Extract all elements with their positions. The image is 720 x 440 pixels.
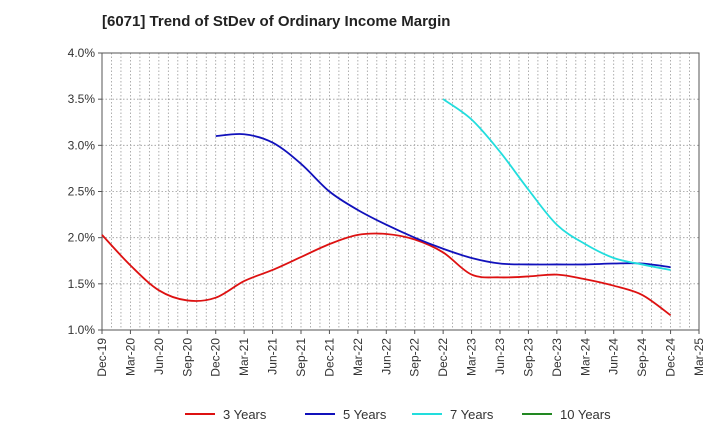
y-tick-label: 3.5% [68,92,96,106]
x-tick-label: Sep-24 [635,338,649,377]
x-tick-label: Mar-24 [578,338,592,376]
axes: 1.0% 1.5% 2.0% 2.5% 3.0% 3.5% 4.0% Dec-19 Mar-20… [68,46,706,377]
x-tick-label: Mar-20 [123,338,137,376]
x-tick-label: Sep-22 [408,338,422,377]
series-lines [101,98,672,316]
y-tick-label: 2.5% [68,185,96,199]
y-tick-label: 2.0% [68,231,96,245]
x-tick-label: Jun-21 [266,338,280,375]
y-tick-label: 1.5% [68,277,96,291]
x-tick-label: Sep-23 [521,338,535,377]
x-tick-label: Jun-24 [607,338,621,375]
x-tick-label: Jun-23 [493,338,507,375]
y-tick-label: 4.0% [68,46,96,60]
series-line-2 [442,98,671,271]
x-tick-label: Sep-21 [294,338,308,377]
chart-title: [6071] Trend of StDev of Ordinary Income… [102,13,451,30]
x-tick-label: Mar-22 [351,338,365,376]
x-tick-label: Dec-22 [436,338,450,377]
legend-label: 3 Years [223,407,267,422]
legend-label: 5 Years [343,407,387,422]
x-tick-label: Dec-20 [209,338,223,377]
x-tick-label: Dec-24 [664,338,678,377]
x-tick-label: Jun-20 [152,338,166,375]
y-tick-label: 1.0% [68,323,96,337]
grid [101,52,700,331]
legend: 3 Years 5 Years 7 Years 10 Years [185,407,611,422]
x-tick-label: Dec-21 [322,338,336,377]
x-tick-label: Mar-21 [237,338,251,376]
y-tick-label: 3.0% [68,138,96,152]
x-tick-label: Dec-19 [95,338,109,377]
series-line-0 [101,232,672,316]
series-line-1 [215,133,671,269]
legend-label: 7 Years [450,407,494,422]
x-tick-label: Sep-20 [180,338,194,377]
x-tick-label: Mar-25 [692,338,706,376]
legend-label: 10 Years [560,407,611,422]
x-tick-label: Dec-23 [550,338,564,377]
x-tick-label: Mar-23 [465,338,479,376]
x-tick-label: Jun-22 [379,338,393,375]
